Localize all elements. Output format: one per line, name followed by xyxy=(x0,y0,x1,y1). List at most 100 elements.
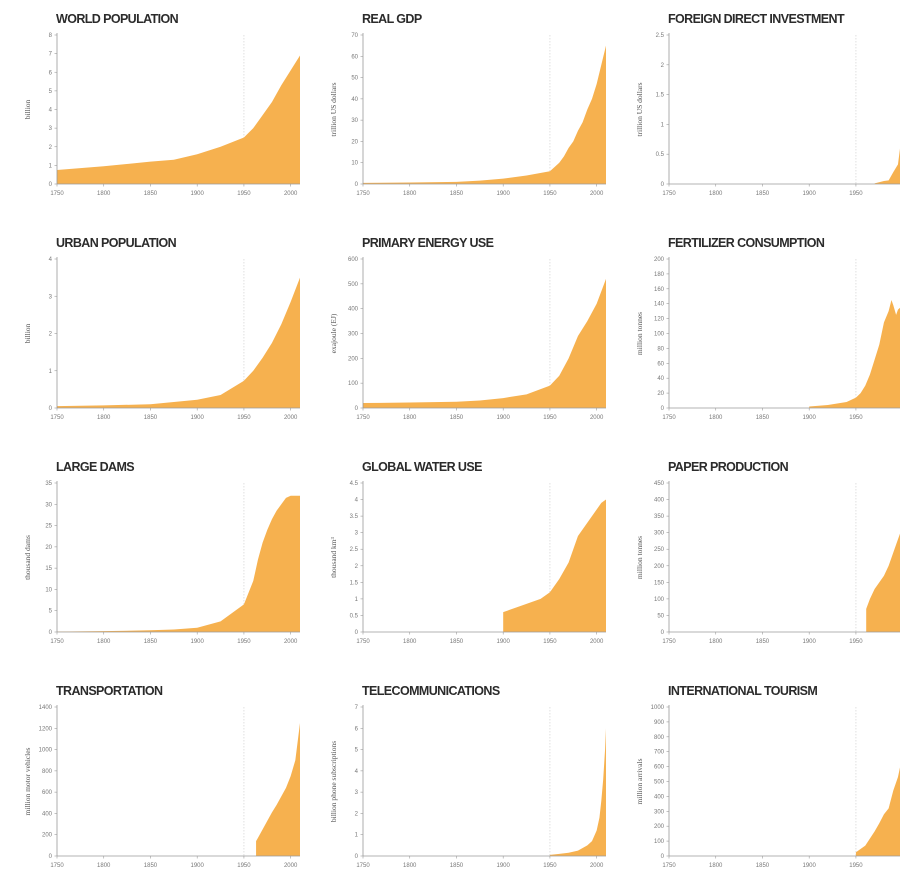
y-tick-label: 800 xyxy=(42,769,53,775)
x-tick-label: 1850 xyxy=(144,415,158,421)
x-tick-label: 1900 xyxy=(191,415,205,421)
x-tick-label: 1850 xyxy=(756,639,770,645)
y-axis-label: thousand dams xyxy=(23,535,32,580)
y-tick-label: 1200 xyxy=(39,726,53,732)
y-tick-label: 350 xyxy=(654,514,665,520)
y-tick-label: 400 xyxy=(348,307,359,313)
y-tick-label: 250 xyxy=(654,547,665,553)
area-series xyxy=(549,728,606,856)
x-tick-label: 1900 xyxy=(803,415,817,421)
y-tick-label: 900 xyxy=(654,720,665,726)
y-tick-label: 4.5 xyxy=(350,481,359,487)
chart-foreign-direct-investment: FOREIGN DIRECT INVESTMENT trillion US dol… xyxy=(635,12,900,197)
y-axis-label: billion phone subscriptions xyxy=(329,741,338,822)
y-tick-label: 1 xyxy=(355,597,359,603)
y-tick-label: 300 xyxy=(654,809,665,815)
y-axis-label: million motor vehicles xyxy=(23,747,32,815)
y-tick-label: 0.5 xyxy=(656,152,665,158)
y-tick-label: 70 xyxy=(351,33,358,39)
chart-world-population: WORLD POPULATION billion 0 1 2 3 4 5 6 7 8 1750 1800… xyxy=(23,12,300,197)
y-tick-label: 1 xyxy=(49,163,53,169)
x-tick-label: 2000 xyxy=(284,191,298,197)
x-tick-label: 1900 xyxy=(803,191,817,197)
y-axis-label: million tonnes xyxy=(635,536,644,579)
x-tick-label: 1800 xyxy=(709,863,723,869)
y-tick-label: 1.5 xyxy=(350,580,359,586)
x-tick-label: 2000 xyxy=(284,863,298,869)
y-tick-label: 150 xyxy=(654,580,665,586)
chart-global-water-use: GLOBAL WATER USE thousand km³ 0 0.5 1 1.5 2 2.5… xyxy=(329,460,606,645)
x-tick-label: 1900 xyxy=(803,863,817,869)
area-series xyxy=(363,278,606,408)
y-tick-label: 1400 xyxy=(39,705,53,711)
x-tick-label: 1800 xyxy=(403,415,417,421)
x-tick-label: 1750 xyxy=(356,191,370,197)
y-tick-label: 40 xyxy=(351,97,358,103)
y-tick-label: 50 xyxy=(657,613,664,619)
y-tick-label: 400 xyxy=(654,498,665,504)
chart-paper-production: PAPER PRODUCTION million tonnes 0 50 100 150 2… xyxy=(635,460,900,645)
x-tick-label: 1750 xyxy=(50,415,64,421)
x-tick-label: 2000 xyxy=(590,639,604,645)
y-tick-label: 5 xyxy=(355,748,359,754)
x-tick-label: 1950 xyxy=(849,191,863,197)
y-tick-label: 100 xyxy=(654,839,665,845)
y-tick-label: 140 xyxy=(654,302,665,308)
x-tick-label: 1800 xyxy=(403,639,417,645)
chart-title: GLOBAL WATER USE xyxy=(362,460,482,474)
x-tick-label: 1750 xyxy=(50,639,64,645)
y-axis-label: billion xyxy=(23,99,32,119)
x-tick-label: 1800 xyxy=(403,191,417,197)
y-tick-label: 10 xyxy=(45,587,52,593)
y-tick-label: 2 xyxy=(355,564,359,570)
chart-large-dams: LARGE DAMS thousand dams 0 5 10 15 20 25 30 35 175… xyxy=(23,460,300,645)
y-tick-label: 6 xyxy=(49,70,53,76)
y-tick-label: 8 xyxy=(49,33,53,39)
y-tick-label: 2 xyxy=(661,63,665,69)
y-tick-label: 20 xyxy=(351,139,358,145)
chart-title: URBAN POPULATION xyxy=(56,236,177,250)
x-tick-label: 1950 xyxy=(543,191,557,197)
y-tick-label: 35 xyxy=(45,481,52,487)
x-tick-label: 2000 xyxy=(590,415,604,421)
x-tick-label: 1900 xyxy=(497,415,511,421)
y-tick-label: 20 xyxy=(657,391,664,397)
y-tick-label: 0 xyxy=(661,854,665,860)
y-tick-label: 2 xyxy=(49,145,53,151)
x-tick-label: 1750 xyxy=(662,191,676,197)
y-tick-label: 200 xyxy=(654,257,665,263)
chart-title: INTERNATIONAL TOURISM xyxy=(668,684,817,698)
y-tick-label: 60 xyxy=(351,54,358,60)
chart-title: REAL GDP xyxy=(362,12,422,26)
y-tick-label: 180 xyxy=(654,272,665,278)
y-tick-label: 0 xyxy=(49,182,53,188)
chart-title: FOREIGN DIRECT INVESTMENT xyxy=(668,12,845,26)
x-tick-label: 1900 xyxy=(497,863,511,869)
x-tick-label: 1850 xyxy=(144,863,158,869)
x-tick-label: 1850 xyxy=(144,639,158,645)
chart-fertilizer-consumption: FERTILIZER CONSUMPTION million tonnes 0 20 4… xyxy=(635,236,900,421)
y-tick-label: 40 xyxy=(657,376,664,382)
area-series xyxy=(256,722,300,856)
area-series xyxy=(57,277,300,408)
y-tick-label: 600 xyxy=(654,765,665,771)
x-tick-label: 1900 xyxy=(191,863,205,869)
area-series xyxy=(503,499,606,632)
chart-title: FERTILIZER CONSUMPTION xyxy=(668,236,825,250)
chart-urban-population: URBAN POPULATION billion 0 1 2 3 4 1750 1800 1850… xyxy=(23,236,300,421)
y-tick-label: 80 xyxy=(657,346,664,352)
y-tick-label: 20 xyxy=(45,545,52,551)
area-series xyxy=(855,767,900,856)
x-tick-label: 1900 xyxy=(803,639,817,645)
area-series xyxy=(874,148,900,184)
x-tick-label: 2000 xyxy=(284,415,298,421)
x-tick-label: 1750 xyxy=(356,415,370,421)
y-tick-label: 15 xyxy=(45,566,52,572)
x-tick-label: 1950 xyxy=(237,415,251,421)
y-tick-label: 200 xyxy=(654,564,665,570)
y-tick-label: 0 xyxy=(49,630,53,636)
y-tick-label: 50 xyxy=(351,76,358,82)
chart-real-gdp: REAL GDP trillion US dollars 0 10 20 30 40 50 60… xyxy=(329,12,606,197)
y-tick-label: 7 xyxy=(355,705,359,711)
